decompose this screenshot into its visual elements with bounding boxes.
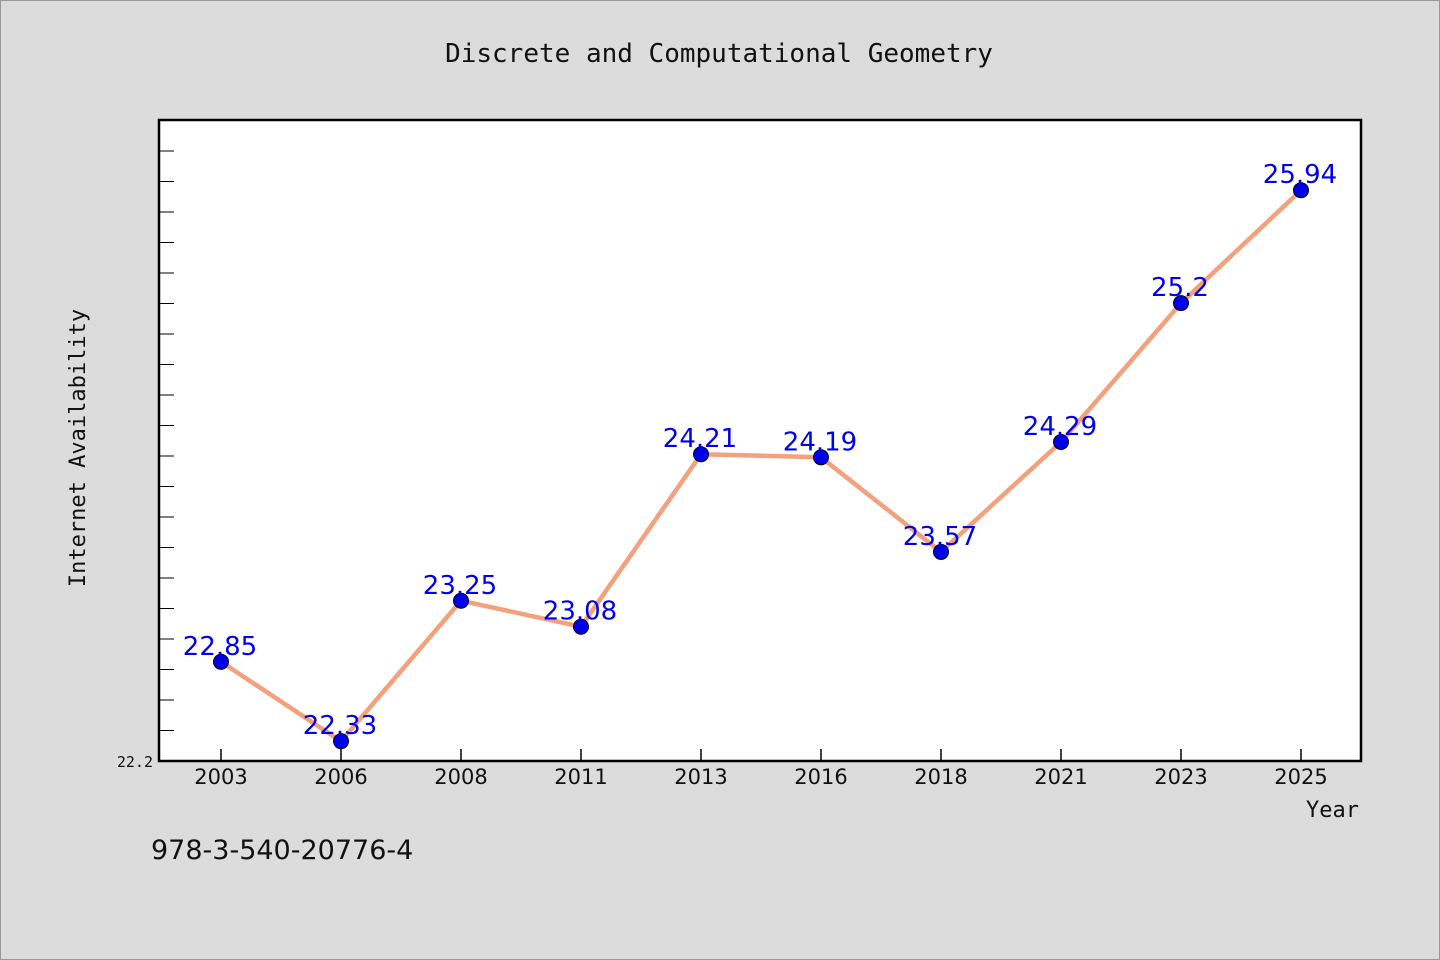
x-tick-label: 2006 [314, 765, 367, 789]
data-point [693, 446, 709, 463]
x-tick-label: 2013 [674, 765, 727, 789]
data-point [1173, 295, 1189, 312]
data-label: 22.85 [183, 632, 257, 662]
series-line [218, 187, 1304, 744]
x-tick-label: 2011 [554, 765, 607, 789]
data-label: 24.21 [663, 424, 737, 454]
data-point [1053, 434, 1069, 451]
data-point [213, 653, 229, 670]
data-point [1293, 182, 1309, 199]
data-label: 23.08 [543, 597, 617, 627]
plot-area [157, 118, 1363, 763]
data-point [813, 449, 829, 466]
x-tick-label: 2008 [434, 765, 487, 789]
y-axis-ticks [159, 150, 174, 762]
isbn-note: 978-3-540-20776-4 [151, 835, 414, 866]
y-axis-min-label: 22.2 [117, 753, 153, 771]
x-tick-label: 2021 [1034, 765, 1087, 789]
chart-title: Discrete and Computational Geometry [445, 39, 993, 69]
data-label: 23.25 [423, 571, 497, 601]
y-axis-title: Internet Availability [66, 309, 91, 587]
data-label: 24.29 [1023, 412, 1097, 442]
data-point [933, 543, 949, 560]
data-label: 23.57 [903, 522, 977, 552]
data-point [333, 733, 349, 750]
x-axis-ticks: 2003 2006 2008 2011 2013 2016 2018 2021 2023 2025 [194, 749, 1328, 789]
data-point [453, 592, 469, 609]
x-tick-label: 2025 [1274, 765, 1327, 789]
x-tick-label: 2023 [1154, 765, 1207, 789]
data-label: 25.2 [1151, 273, 1209, 303]
series-group: 22.85 22.33 23.25 23.08 24.21 24.19 23.57 24.29… [183, 160, 1337, 750]
x-tick-label: 2016 [794, 765, 847, 789]
data-label: 25.94 [1263, 160, 1337, 190]
data-point [573, 618, 589, 635]
x-tick-label: 2018 [914, 765, 967, 789]
data-label: 22.33 [303, 711, 377, 741]
x-tick-label: 2003 [194, 765, 247, 789]
x-axis-title: Year [1306, 798, 1359, 823]
data-label: 24.19 [783, 427, 857, 457]
